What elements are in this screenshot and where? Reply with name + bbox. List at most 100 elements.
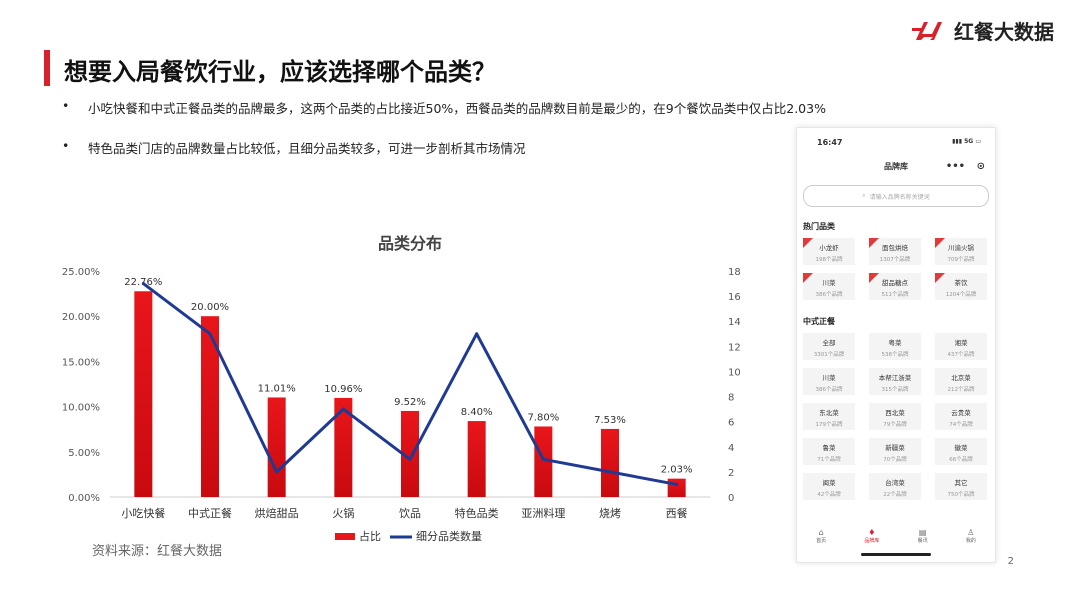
cell-name: 新疆菜 — [885, 444, 905, 452]
subcategory-item[interactable]: 粤菜 538个品牌 — [869, 333, 921, 360]
x-tick-label: 小吃快餐 — [121, 506, 165, 520]
bar-data-label: 7.53% — [594, 415, 626, 426]
subcategory-item[interactable]: 东北菜 179个品牌 — [803, 403, 855, 430]
subcategory-item[interactable]: 湘菜 437个品牌 — [935, 333, 987, 360]
search-placeholder: 请输入品牌名称关键词 — [869, 193, 930, 201]
logo-icon — [912, 21, 942, 40]
cell-name: 小龙虾 — [819, 244, 839, 252]
y-right-tick-label: 4 — [728, 443, 734, 454]
x-tick-label: 烘焙甜品 — [255, 506, 299, 520]
subcategory-item[interactable]: 本帮江浙菜 315个品牌 — [869, 368, 921, 395]
cell-count: 386个品牌 — [815, 387, 843, 393]
tab-user[interactable]: ♙ 我的 — [966, 528, 976, 544]
cell-count: 179个品牌 — [815, 422, 843, 428]
cell-count: 437个品牌 — [947, 352, 975, 358]
cell-name: 粤菜 — [888, 339, 902, 347]
x-tick-label: 中式正餐 — [188, 506, 232, 520]
bar — [201, 316, 219, 497]
bar-data-label: 11.01% — [258, 383, 296, 394]
hot-category-item[interactable]: 茶饮 1204个品牌 — [935, 273, 987, 300]
tab-label: 首页 — [816, 538, 827, 544]
cell-count: 315个品牌 — [881, 387, 909, 393]
cell-count: 66个品牌 — [949, 457, 973, 463]
hot-section-title: 热门品类 — [803, 222, 835, 231]
hot-category-item[interactable]: 甜品糖点 511个品牌 — [869, 273, 921, 300]
hot-category-item[interactable]: 面包烘焙 1307个品牌 — [869, 238, 921, 265]
line-point — [141, 282, 145, 286]
phone-screenshot: 16:47 ▮▮▮ 5G ▭ 品牌库 ••• ⊙ ⌕ 请输入品牌名称关键词 热门… — [796, 127, 996, 563]
subcategory-item[interactable]: 全部 3301个品牌 — [803, 333, 855, 360]
tab-label: 餐讯 — [917, 538, 928, 544]
cell-count: 71个品牌 — [817, 457, 841, 463]
bullet-item: • 小吃快餐和中式正餐品类的品牌最多，这两个品类的占比接近50%，西餐品类的品牌… — [62, 98, 826, 116]
y-right-tick-label: 18 — [728, 267, 741, 278]
y-left-tick-label: 15.00% — [62, 357, 100, 368]
cell-name: 湘菜 — [954, 339, 968, 347]
x-tick-label: 亚洲料理 — [521, 506, 565, 520]
subcategory-item[interactable]: 川菜 386个品牌 — [803, 368, 855, 395]
bar-data-label: 20.00% — [191, 302, 229, 313]
hot-tag-icon — [869, 238, 879, 248]
cell-name: 川菜 — [822, 279, 836, 287]
search-input[interactable]: ⌕ 请输入品牌名称关键词 — [803, 185, 989, 207]
cell-name: 台湾菜 — [885, 479, 905, 487]
subcategory-item[interactable]: 西北菜 79个品牌 — [869, 403, 921, 430]
subcategory-item[interactable]: 云贵菜 74个品牌 — [935, 403, 987, 430]
logo-text: 红餐大数据 — [954, 20, 1054, 44]
subcategory-item[interactable]: 北京菜 212个品牌 — [935, 368, 987, 395]
hot-tag-icon — [935, 273, 945, 283]
tab-label: 我的 — [965, 538, 976, 544]
x-tick-label: 火锅 — [332, 507, 354, 520]
y-left-tick-label: 20.00% — [62, 312, 100, 323]
cell-name: 甜品糖点 — [882, 279, 908, 287]
tab-bar: ⌂ 首页 ♦ 品牌库 ▤ 餐讯 ♙ 我的 — [797, 528, 995, 544]
bullet-text: 小吃快餐和中式正餐品类的品牌最多，这两个品类的占比接近50%，西餐品类的品牌数目… — [88, 101, 826, 116]
bar — [467, 421, 486, 497]
subcategory-item[interactable]: 鲁菜 71个品牌 — [803, 438, 855, 465]
bar — [267, 397, 286, 497]
cell-name: 西北菜 — [885, 409, 905, 417]
more-icon[interactable]: ••• — [945, 161, 965, 172]
line-point — [341, 407, 345, 411]
tab-diamond[interactable]: ♦ 品牌库 — [864, 528, 879, 544]
cell-name: 北京菜 — [951, 374, 971, 382]
tab-home[interactable]: ⌂ 首页 — [816, 528, 826, 544]
page-title: 想要入局餐饮行业，应该选择哪个品类？ — [64, 58, 496, 86]
subcategory-grid: 全部 3301个品牌 粤菜 538个品牌 湘菜 437个品牌川菜 386个品牌 本帮江浙菜 31… — [803, 333, 995, 500]
hot-category-item[interactable]: 小龙虾 198个品牌 — [803, 238, 855, 265]
y-left-tick-label: 0.00% — [68, 493, 100, 504]
legend-line-label: 细分品类数量 — [416, 529, 482, 543]
target-icon[interactable]: ⊙ — [976, 161, 985, 172]
y-right-tick-label: 14 — [728, 317, 741, 328]
subcategory-item[interactable]: 台湾菜 22个品牌 — [869, 473, 921, 500]
status-signal: ▮▮▮ 5G ▭ — [952, 138, 981, 145]
hot-category-item[interactable]: 川菜 386个品牌 — [803, 273, 855, 300]
cell-name: 全部 — [822, 339, 836, 347]
y-left-tick-label: 25.00% — [62, 267, 100, 278]
subcategory-item[interactable]: 徽菜 66个品牌 — [935, 438, 987, 465]
bar-data-label: 7.80% — [527, 412, 559, 423]
hot-category-item[interactable]: 川渝火锅 709个品牌 — [935, 238, 987, 265]
bullet-text: 特色品类门店的品牌数量占比较低，且细分品类较多，可进一步剖析其市场情况 — [88, 141, 526, 156]
cell-count: 538个品牌 — [881, 352, 909, 358]
tab-news[interactable]: ▤ 餐讯 — [918, 528, 928, 544]
subcategory-item[interactable]: 闽菜 42个品牌 — [803, 473, 855, 500]
user-icon: ♙ — [967, 528, 975, 537]
cell-count: 198个品牌 — [815, 257, 843, 263]
line-point — [275, 470, 279, 474]
bullet-item: • 特色品类门店的品牌数量占比较低，且细分品类较多，可进一步剖析其市场情况 — [62, 138, 526, 156]
y-right-tick-label: 8 — [728, 393, 734, 404]
cell-count: 750个品牌 — [947, 492, 975, 498]
bar — [667, 478, 686, 497]
bullet-list: • 小吃快餐和中式正餐品类的品牌最多，这两个品类的占比接近50%，西餐品类的品牌… — [62, 98, 826, 178]
cell-name: 闽菜 — [822, 479, 836, 487]
subcategory-item[interactable]: 新疆菜 70个品牌 — [869, 438, 921, 465]
x-tick-label: 饮品 — [399, 507, 421, 520]
bar — [601, 428, 619, 497]
x-tick-label: 特色品类 — [455, 506, 499, 520]
subcategory-item[interactable]: 其它 750个品牌 — [935, 473, 987, 500]
x-tick-label: 烧烤 — [599, 506, 621, 520]
home-indicator — [861, 553, 931, 556]
y-left-tick-label: 10.00% — [62, 403, 100, 414]
bar — [134, 291, 153, 497]
